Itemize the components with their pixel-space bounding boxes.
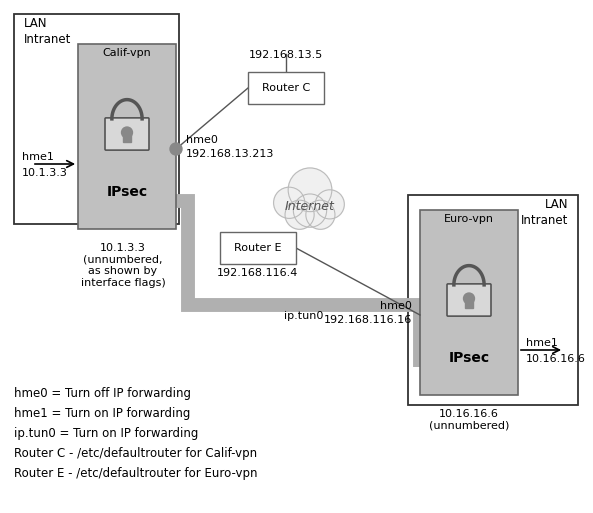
Polygon shape bbox=[465, 299, 473, 308]
Text: 192.168.13.5: 192.168.13.5 bbox=[249, 50, 323, 60]
FancyBboxPatch shape bbox=[420, 210, 518, 395]
Circle shape bbox=[285, 200, 314, 229]
Text: Router C: Router C bbox=[262, 83, 310, 93]
Circle shape bbox=[306, 200, 335, 229]
Text: 192.168.116.4: 192.168.116.4 bbox=[217, 268, 299, 278]
Text: Euro-vpn: Euro-vpn bbox=[444, 214, 494, 224]
FancyBboxPatch shape bbox=[78, 44, 176, 229]
Text: 10.16.16.6
(unnumbered): 10.16.16.6 (unnumbered) bbox=[429, 409, 509, 430]
Text: 192.168.13.213: 192.168.13.213 bbox=[186, 149, 275, 159]
Text: LAN: LAN bbox=[544, 198, 568, 211]
Text: IPsec: IPsec bbox=[106, 185, 148, 199]
Text: hme0: hme0 bbox=[186, 135, 218, 145]
Text: Internet: Internet bbox=[285, 201, 335, 213]
Text: IPsec: IPsec bbox=[448, 351, 490, 365]
Text: 10.16.16.6: 10.16.16.6 bbox=[526, 354, 586, 364]
Text: ip.tun0: ip.tun0 bbox=[284, 311, 324, 321]
Text: 10.1.3.3
(unnumbered,
as shown by
interface flags): 10.1.3.3 (unnumbered, as shown by interf… bbox=[81, 243, 165, 288]
FancyBboxPatch shape bbox=[14, 14, 179, 224]
Text: hme1 = Turn on IP forwarding: hme1 = Turn on IP forwarding bbox=[14, 407, 190, 420]
Circle shape bbox=[122, 127, 132, 138]
Text: Router E: Router E bbox=[234, 243, 282, 253]
Text: Router C - /etc/defaultrouter for Calif-vpn: Router C - /etc/defaultrouter for Calif-… bbox=[14, 447, 257, 460]
Text: LAN: LAN bbox=[24, 17, 47, 30]
Text: Intranet: Intranet bbox=[24, 33, 71, 46]
Circle shape bbox=[273, 187, 305, 219]
Text: Router E - /etc/defaultrouter for Euro-vpn: Router E - /etc/defaultrouter for Euro-v… bbox=[14, 467, 257, 480]
FancyBboxPatch shape bbox=[408, 195, 578, 405]
Text: 192.168.116.16: 192.168.116.16 bbox=[324, 315, 412, 325]
Text: hme0: hme0 bbox=[380, 301, 412, 311]
Circle shape bbox=[170, 143, 182, 155]
Text: hme1: hme1 bbox=[22, 152, 54, 162]
Text: 10.1.3.3: 10.1.3.3 bbox=[22, 168, 68, 178]
FancyBboxPatch shape bbox=[248, 72, 324, 104]
Circle shape bbox=[294, 194, 327, 227]
FancyBboxPatch shape bbox=[220, 232, 296, 264]
FancyBboxPatch shape bbox=[447, 284, 491, 316]
Circle shape bbox=[315, 190, 345, 219]
Text: hme1: hme1 bbox=[526, 338, 558, 348]
Polygon shape bbox=[123, 132, 131, 143]
Text: hme0 = Turn off IP forwarding: hme0 = Turn off IP forwarding bbox=[14, 387, 191, 400]
Text: ip.tun0 = Turn on IP forwarding: ip.tun0 = Turn on IP forwarding bbox=[14, 427, 199, 440]
Text: Intranet: Intranet bbox=[521, 214, 568, 227]
Text: Calif-vpn: Calif-vpn bbox=[103, 48, 151, 58]
Circle shape bbox=[288, 168, 332, 212]
Circle shape bbox=[464, 293, 474, 304]
FancyBboxPatch shape bbox=[105, 118, 149, 150]
